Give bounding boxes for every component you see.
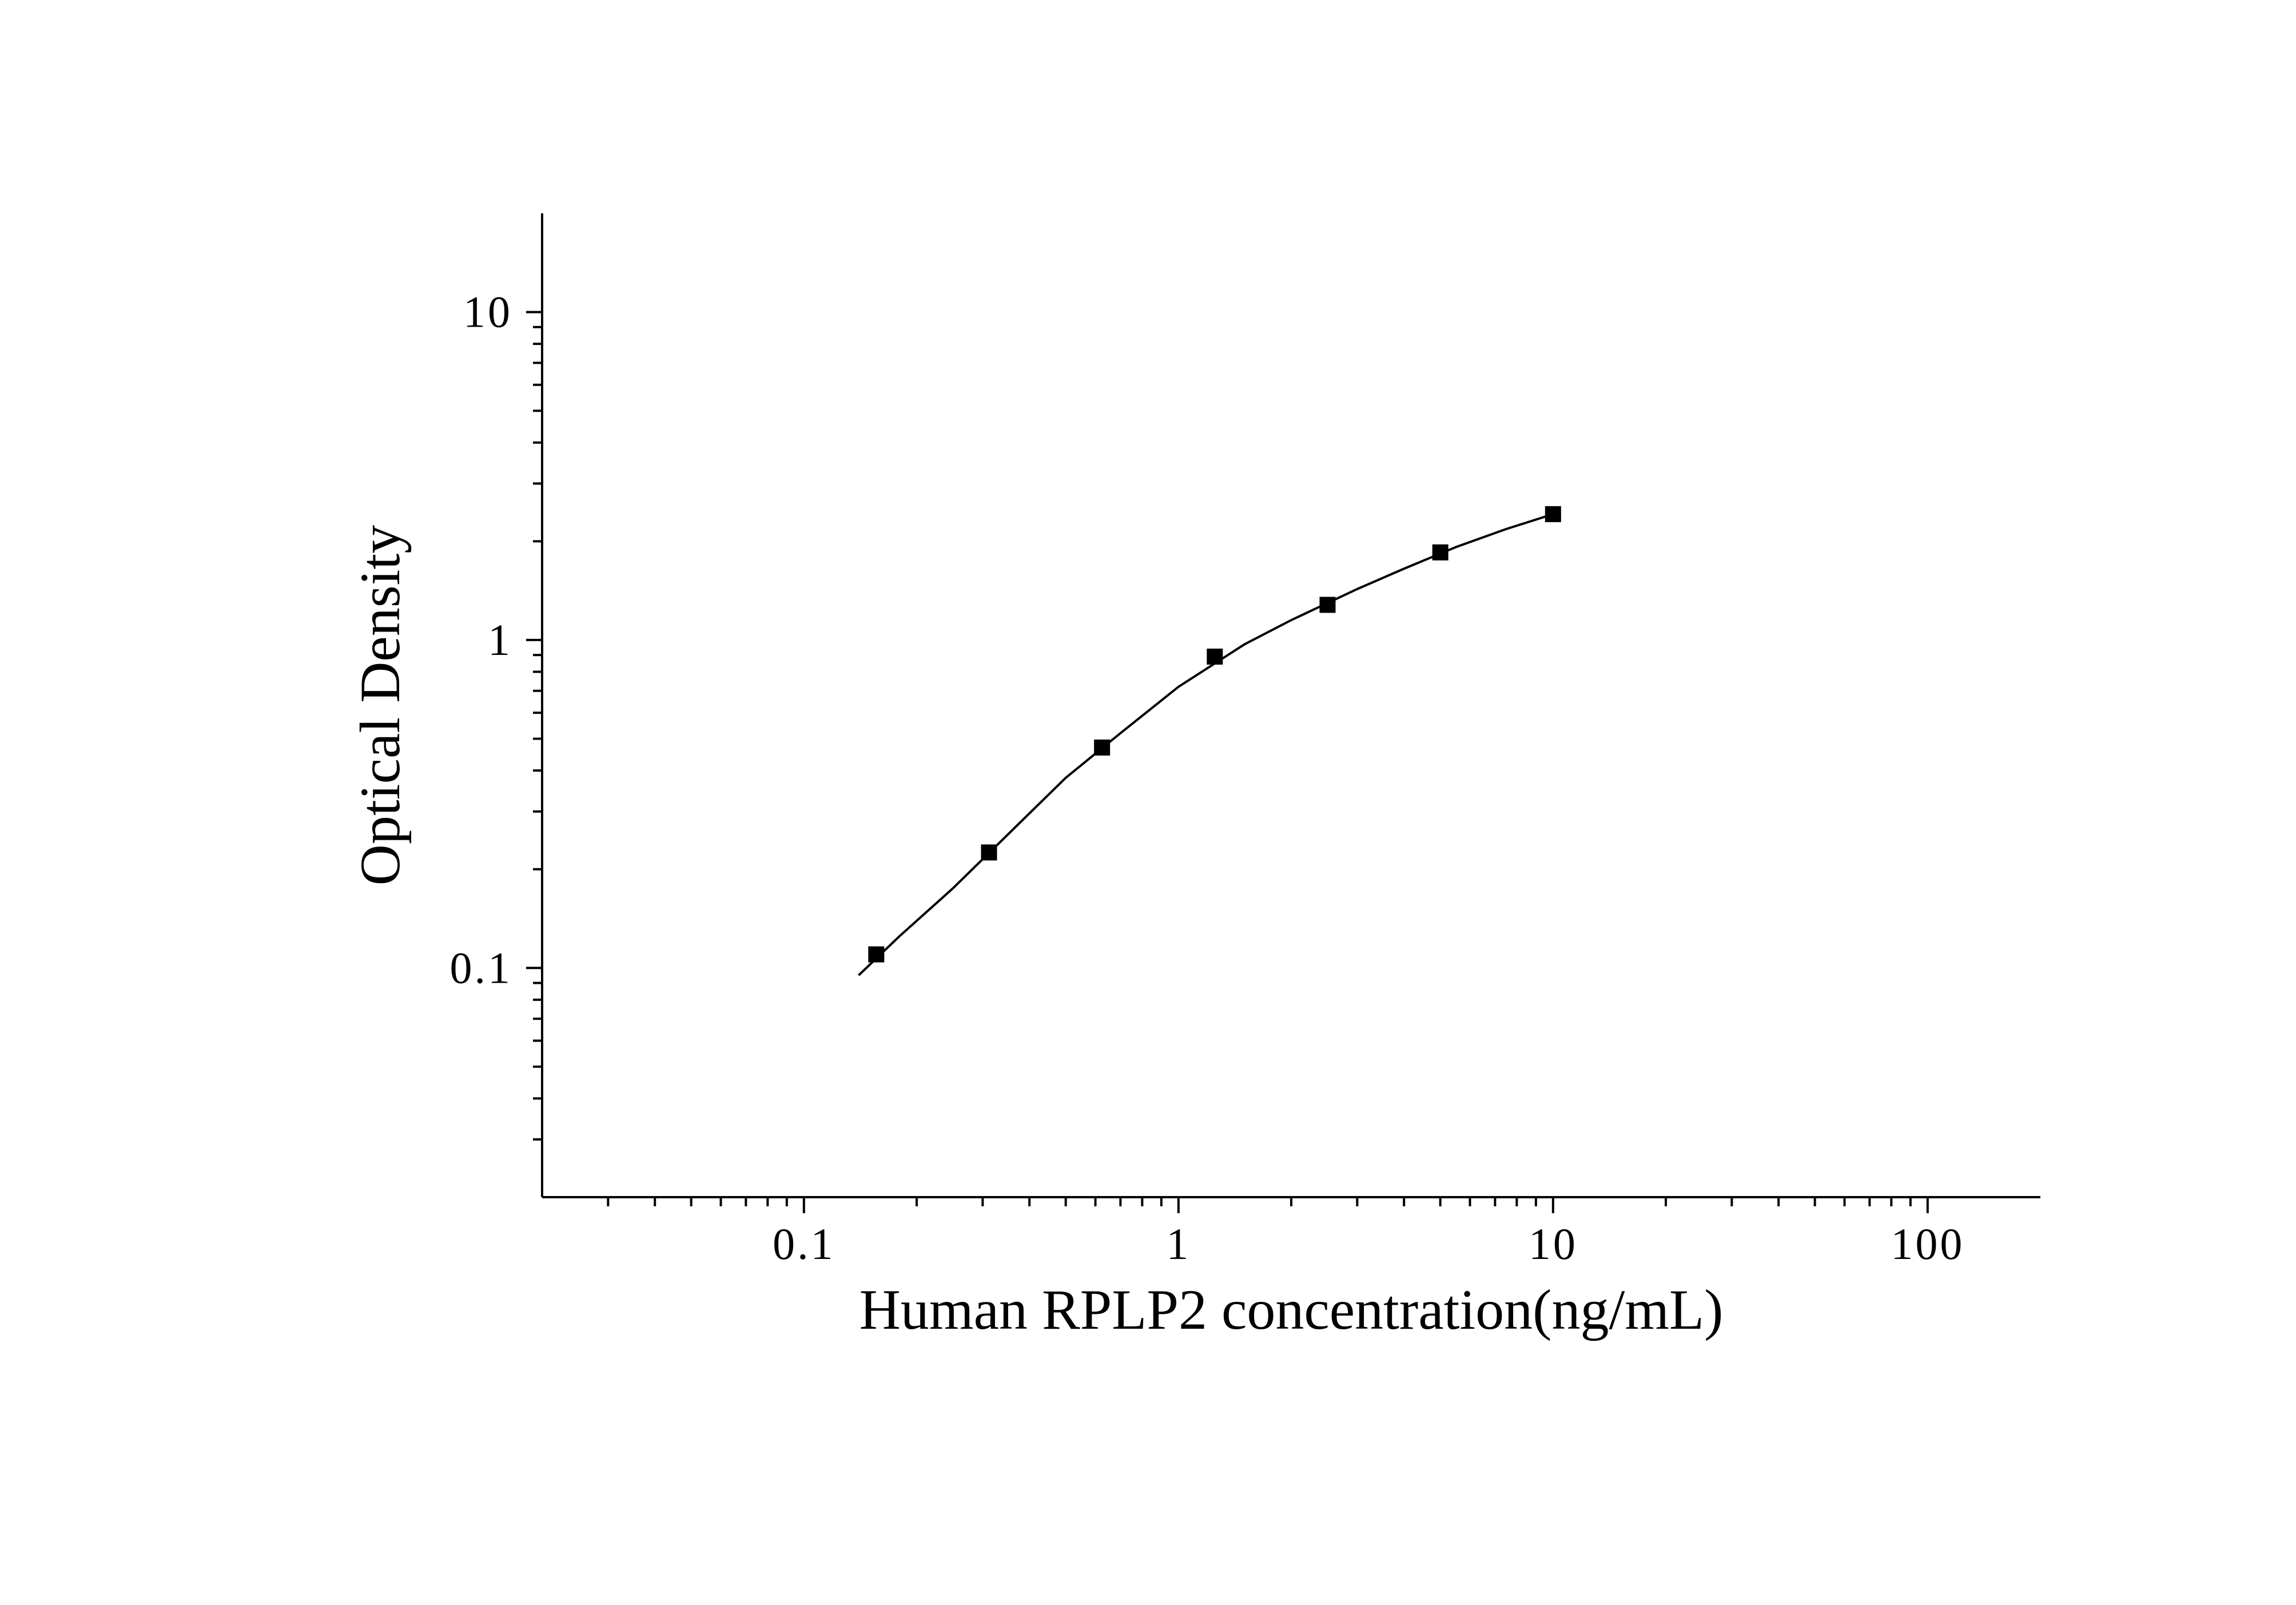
svg-text:10: 10 [463,287,512,337]
svg-text:0.1: 0.1 [773,1219,835,1269]
svg-text:10: 10 [1528,1219,1577,1269]
chart-container: 0.1 1 10 100 0.1 1 10 Human RPLP2 concentration… [176,116,2120,1489]
svg-text:0.1: 0.1 [449,943,512,992]
svg-text:100: 100 [1891,1219,1964,1269]
svg-text:1: 1 [1166,1219,1191,1269]
y-axis-label: Optical Density [348,525,412,885]
svg-text:1: 1 [488,615,512,665]
x-axis-label: Human RPLP2 concentration(ng/mL) [859,1278,1723,1341]
chart-svg: 0.1 1 10 100 0.1 1 10 Human RPLP2 concentration… [176,116,2120,1489]
